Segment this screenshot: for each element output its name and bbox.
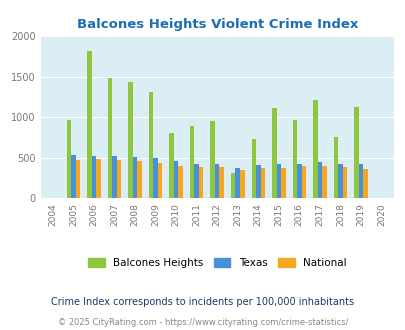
- Bar: [173, 161, 178, 198]
- Bar: [276, 164, 280, 198]
- Bar: [312, 100, 317, 198]
- Text: © 2025 CityRating.com - https://www.cityrating.com/crime-statistics/: © 2025 CityRating.com - https://www.city…: [58, 318, 347, 327]
- Title: Balcones Heights Violent Crime Index: Balcones Heights Violent Crime Index: [76, 18, 357, 31]
- Bar: [256, 165, 260, 198]
- Bar: [96, 159, 100, 198]
- Bar: [251, 139, 256, 198]
- Bar: [301, 166, 305, 198]
- Bar: [260, 168, 264, 198]
- Bar: [132, 157, 137, 198]
- Bar: [239, 170, 244, 198]
- Bar: [353, 107, 358, 198]
- Bar: [194, 164, 198, 198]
- Bar: [219, 167, 224, 198]
- Bar: [107, 78, 112, 198]
- Bar: [178, 166, 183, 198]
- Bar: [342, 167, 346, 198]
- Bar: [71, 155, 75, 198]
- Bar: [87, 51, 92, 198]
- Text: Crime Index corresponds to incidents per 100,000 inhabitants: Crime Index corresponds to incidents per…: [51, 297, 354, 307]
- Bar: [337, 164, 342, 198]
- Bar: [271, 108, 276, 198]
- Bar: [292, 120, 296, 198]
- Bar: [198, 167, 203, 198]
- Bar: [169, 133, 173, 198]
- Bar: [358, 164, 362, 198]
- Bar: [317, 162, 321, 198]
- Bar: [92, 156, 96, 198]
- Bar: [112, 156, 117, 198]
- Legend: Balcones Heights, Texas, National: Balcones Heights, Texas, National: [85, 255, 349, 271]
- Bar: [158, 163, 162, 198]
- Bar: [117, 160, 121, 198]
- Bar: [230, 173, 235, 198]
- Bar: [128, 82, 132, 198]
- Bar: [75, 160, 80, 198]
- Bar: [137, 161, 141, 198]
- Bar: [235, 169, 239, 198]
- Bar: [190, 126, 194, 198]
- Bar: [149, 92, 153, 198]
- Bar: [210, 121, 214, 198]
- Bar: [362, 169, 367, 198]
- Bar: [280, 168, 285, 198]
- Bar: [153, 158, 158, 198]
- Bar: [66, 120, 71, 198]
- Bar: [333, 137, 337, 198]
- Bar: [296, 164, 301, 198]
- Bar: [321, 166, 326, 198]
- Bar: [214, 164, 219, 198]
